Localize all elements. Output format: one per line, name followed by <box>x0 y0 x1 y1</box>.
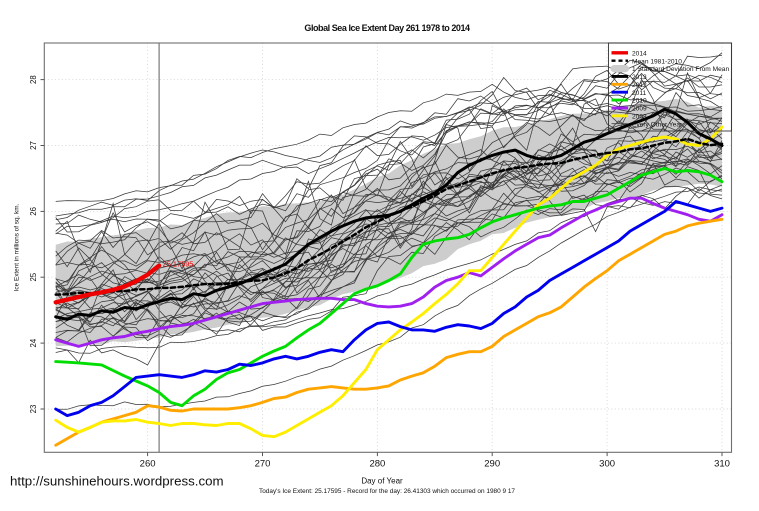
svg-text:2013: 2013 <box>632 74 647 81</box>
svg-text:27: 27 <box>29 141 38 150</box>
svg-text:Today's Ice Extent: 25.17595: Today's Ice Extent: 25.17595 - Record fo… <box>259 488 515 495</box>
svg-text:300: 300 <box>599 459 615 470</box>
svg-text:2011: 2011 <box>632 90 647 97</box>
svg-text:25: 25 <box>29 272 38 281</box>
svg-text:Global Sea Ice Extent Day 261: Global Sea Ice Extent Day 261 1978 to 20… <box>304 23 470 33</box>
svg-text:1 Standard Deviation From Mean: 1 Standard Deviation From Mean <box>632 66 729 73</box>
svg-text:http://sunshinehours.wordpress: http://sunshinehours.wordpress.com <box>10 474 224 489</box>
svg-text:2009: 2009 <box>632 106 647 113</box>
svg-text:2012: 2012 <box>632 82 647 89</box>
svg-text:Mean 1981-2010: Mean 1981-2010 <box>632 58 682 65</box>
svg-text:Ice Extent in millions of sq.: Ice Extent in millions of sq. km. <box>14 203 21 291</box>
svg-text:25.17595: 25.17595 <box>163 260 194 269</box>
svg-text:2010: 2010 <box>632 98 647 105</box>
svg-text:Every Other Year: Every Other Year <box>632 121 683 128</box>
svg-text:2014: 2014 <box>632 50 647 57</box>
svg-text:26: 26 <box>29 207 38 216</box>
svg-text:310: 310 <box>714 459 730 470</box>
svg-text:290: 290 <box>484 459 500 470</box>
svg-text:28: 28 <box>29 75 38 84</box>
svg-text:24: 24 <box>29 338 38 347</box>
svg-text:23: 23 <box>29 405 38 414</box>
svg-text:260: 260 <box>140 459 156 470</box>
svg-text:2008: 2008 <box>632 113 647 120</box>
svg-text:270: 270 <box>255 459 271 470</box>
svg-text:280: 280 <box>369 459 385 470</box>
svg-text:Day of Year: Day of Year <box>361 477 403 486</box>
